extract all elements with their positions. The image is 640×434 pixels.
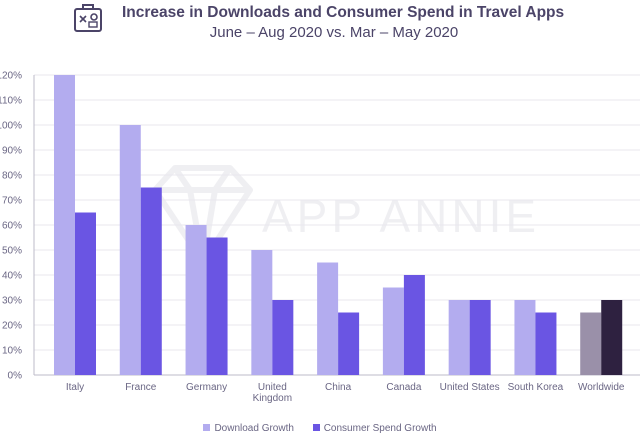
legend-swatch-spend — [312, 424, 320, 431]
y-tick-label: 10% — [2, 346, 22, 357]
bar-spend-worldwide — [601, 300, 623, 375]
y-tick-label: 70% — [2, 196, 22, 207]
bar-spend-italy — [75, 212, 96, 375]
y-tick-label: 50% — [2, 246, 22, 257]
y-axis: 0% 10% 20% 30% 40% 50% 60% 70% 80% 90% 100% 110% 120… — [0, 71, 35, 382]
bar-download-south-korea — [514, 300, 536, 375]
bar-spend-china — [338, 312, 360, 375]
bar-download-united-kingdom — [251, 250, 273, 375]
x-tick-label: Canada — [386, 382, 421, 393]
bar-spend-germany — [206, 237, 228, 375]
x-tick-label: Worldwide — [578, 382, 625, 393]
y-tick-label: 0% — [8, 371, 23, 382]
legend-label-spend: Consumer Spend Growth — [323, 423, 437, 434]
bar-spend-france — [140, 187, 162, 375]
bar-download-united-states — [448, 300, 470, 375]
x-tick-label: United — [258, 382, 287, 393]
bar-spend-united-states — [469, 300, 491, 375]
legend-item-spend: Consumer Spend Growth — [312, 423, 437, 434]
y-tick-label: 100% — [0, 121, 22, 132]
bar-download-worldwide — [580, 312, 602, 375]
y-tick-label: 40% — [2, 271, 22, 282]
x-tick-label: Italy — [66, 382, 84, 393]
suitcase-icon — [74, 4, 102, 32]
y-tick-label: 20% — [2, 321, 22, 332]
x-tick-label: United States — [440, 382, 500, 393]
watermark-text: APP ANNIE — [262, 190, 540, 242]
legend: Download Growth Consumer Spend Growth — [0, 423, 640, 434]
x-tick-label: Germany — [186, 382, 227, 393]
chart-title: Increase in Downloads and Consumer Spend… — [122, 4, 565, 21]
y-tick-label: 110% — [0, 96, 22, 107]
bar-download-china — [317, 262, 339, 375]
x-tick-label: France — [125, 382, 157, 393]
x-tick-label: Kingdom — [253, 393, 292, 404]
y-tick-label: 120% — [0, 71, 22, 82]
bars — [54, 75, 623, 375]
bar-download-france — [119, 125, 141, 375]
y-tick-label: 30% — [2, 296, 22, 307]
legend-label-download: Download Growth — [214, 423, 294, 434]
chart-subtitle: June – Aug 2020 vs. Mar – May 2020 — [209, 24, 459, 41]
legend-item-download: Download Growth — [203, 423, 294, 434]
bar-download-canada — [382, 287, 404, 375]
chart-header: Increase in Downloads and Consumer Spend… — [0, 0, 640, 50]
y-tick-label: 90% — [2, 146, 22, 157]
bar-download-germany — [185, 225, 207, 375]
bar-download-italy — [54, 75, 75, 375]
bar-spend-united-kingdom — [272, 300, 294, 375]
legend-swatch-download — [203, 424, 211, 431]
bar-spend-south-korea — [535, 312, 557, 375]
y-tick-label: 60% — [2, 221, 22, 232]
bar-spend-canada — [403, 275, 425, 375]
x-tick-label: South Korea — [508, 382, 564, 393]
y-tick-label: 80% — [2, 171, 22, 182]
x-tick-label: China — [325, 382, 352, 393]
